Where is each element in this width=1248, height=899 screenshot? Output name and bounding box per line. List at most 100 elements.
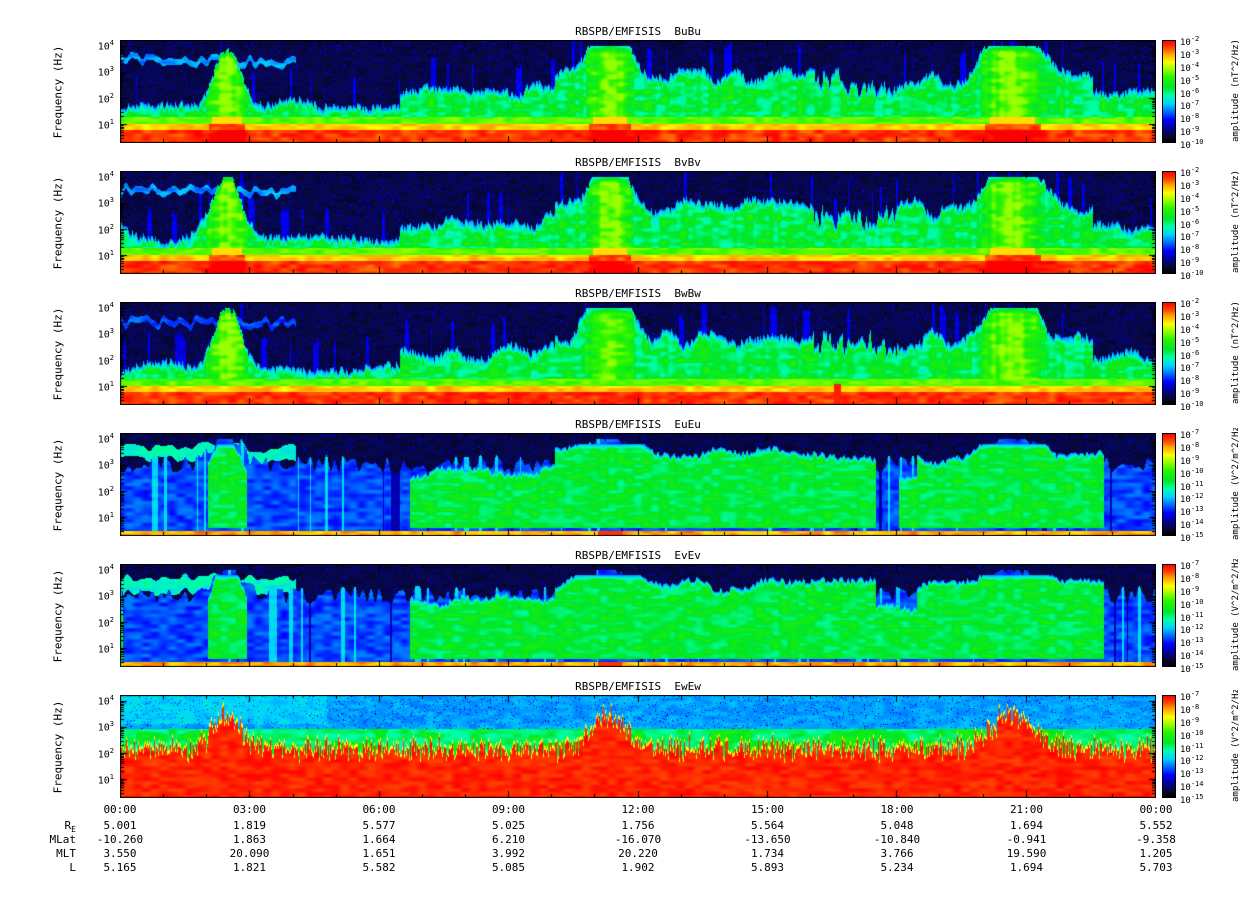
colorbar-tick-label: 10-8 [1180, 702, 1200, 716]
colorbar-tick-label: 10-11 [1180, 610, 1204, 624]
ephemeris-value: 1.863 [232, 833, 267, 846]
colorbar-tick-label: 10-9 [1180, 125, 1200, 139]
time-tick-label: 12:00 [621, 803, 655, 816]
colorbar-tick-label: 10-4 [1180, 60, 1200, 74]
colorbar-label: amplitude (V^2/m^2/Hz) [1231, 428, 1241, 540]
colorbar-tick-label: 10-9 [1180, 387, 1200, 401]
ephemeris-value: 1.756 [621, 819, 655, 832]
ephemeris-value: 3.766 [880, 847, 914, 860]
colorbar-label: amplitude (V^2/m^2/Hz) [1231, 559, 1241, 671]
time-tick-label: 15:00 [750, 803, 785, 816]
ephemeris-value: 1.694 [1009, 861, 1044, 874]
colorbar-tick-label: 10-10 [1180, 269, 1204, 282]
y-tick-label: 102 [97, 91, 114, 106]
y-tick-label: 104 [97, 694, 114, 708]
colorbar-tick-label: 10-10 [1180, 728, 1204, 742]
colorbar-tick-label: 10-14 [1180, 780, 1204, 794]
spectrogram-panel-6: RBSPB/EMFISIS EwEw Frequency (Hz) amplit… [0, 680, 1248, 806]
y-axis-label: Frequency (Hz) [51, 45, 65, 138]
colorbar-tick-label: 10-7 [1180, 690, 1200, 703]
spectrogram-panel-1: RBSPB/EMFISIS BuBu Frequency (Hz) amplit… [0, 25, 1248, 151]
colorbar [1162, 433, 1176, 536]
colorbar-tick-label: 10-3 [1180, 178, 1200, 192]
y-tick-label: 103 [97, 65, 114, 79]
colorbar-tick-label: 10-7 [1180, 428, 1200, 441]
ephemeris-row-label-subscript: E [71, 825, 76, 835]
panel-title: RBSPB/EMFISIS EwEw [575, 680, 701, 693]
ephemeris-value: 5.085 [491, 861, 526, 874]
y-tick-label: 103 [97, 458, 114, 472]
time-tick-label: 00:00 [103, 803, 137, 816]
ephemeris-value: 3.992 [491, 847, 526, 860]
time-tick-label: 03:00 [232, 803, 267, 816]
colorbar-tick-label: 10-9 [1180, 453, 1200, 467]
colorbar [1162, 171, 1176, 274]
colorbar-tick-label: 10-13 [1180, 505, 1204, 519]
ephemeris-value: 20.090 [229, 847, 270, 860]
ephemeris-value: 1.694 [1009, 819, 1044, 832]
panel-title: RBSPB/EMFISIS EvEv [575, 549, 701, 562]
colorbar-tick-label: 10-9 [1180, 256, 1200, 270]
colorbar [1162, 40, 1176, 143]
y-tick-label: 102 [97, 222, 114, 237]
y-axis-label: Frequency (Hz) [51, 438, 65, 531]
colorbar-tick-label: 10-3 [1180, 47, 1200, 61]
colorbar-tick-label: 10-5 [1180, 335, 1200, 349]
panel-title: RBSPB/EMFISIS BwBw [575, 287, 701, 300]
ephemeris-value: -13.650 [744, 833, 791, 846]
colorbar-tick-label: 10-9 [1180, 715, 1200, 729]
colorbar-tick-label: 10-6 [1180, 348, 1200, 362]
y-tick-label: 103 [97, 589, 114, 603]
spectrogram-canvas [120, 40, 1156, 143]
ephemeris-value: 20.220 [618, 847, 658, 860]
spectrogram-canvas [120, 433, 1156, 536]
panel-title: RBSPB/EMFISIS BvBv [575, 156, 701, 169]
y-tick-label: 101 [97, 117, 114, 132]
ephemeris-value: 1.819 [232, 819, 267, 832]
time-tick-label: 21:00 [1009, 803, 1044, 816]
ephemeris-value: 19.590 [1006, 847, 1047, 860]
colorbar-tick-label: 10-8 [1180, 112, 1200, 126]
colorbar-label: amplitude (V^2/m^2/Hz) [1231, 690, 1241, 802]
colorbar-tick-label: 10-8 [1180, 440, 1200, 454]
colorbar-tick-label: 10-13 [1180, 636, 1204, 650]
ephemeris-row-label: RE [0, 819, 76, 834]
spectrogram-canvas [120, 695, 1156, 798]
y-tick-label: 103 [97, 720, 114, 734]
colorbar-label: amplitude (nT^2/Hz) [1231, 170, 1241, 274]
ephemeris-value: 5.893 [750, 861, 785, 874]
colorbar-label: amplitude (nT^2/Hz) [1231, 301, 1241, 405]
y-tick-label: 102 [97, 353, 114, 368]
colorbar-tick-label: 10-2 [1180, 297, 1200, 310]
colorbar-tick-label: 10-10 [1180, 138, 1204, 151]
y-tick-label: 102 [97, 615, 114, 630]
ephemeris-row-label-text: R [64, 819, 72, 832]
spectrogram-panel-5: RBSPB/EMFISIS EvEv Frequency (Hz) amplit… [0, 549, 1248, 675]
spectrogram-panel-4: RBSPB/EMFISIS EuEu Frequency (Hz) amplit… [0, 418, 1248, 544]
ephemeris-value: 5.564 [750, 819, 785, 832]
ephemeris-row-label-text: MLT [56, 847, 76, 860]
colorbar-tick-label: 10-15 [1180, 793, 1204, 806]
panel-title: RBSPB/EMFISIS BuBu [575, 25, 701, 38]
colorbar-tick-label: 10-10 [1180, 400, 1204, 413]
colorbar [1162, 302, 1176, 405]
panel-title: RBSPB/EMFISIS EuEu [575, 418, 701, 431]
colorbar-tick-label: 10-9 [1180, 584, 1200, 598]
colorbar-tick-label: 10-4 [1180, 191, 1200, 205]
y-tick-label: 104 [97, 432, 114, 446]
y-tick-label: 101 [97, 379, 114, 394]
colorbar-tick-label: 10-3 [1180, 309, 1200, 323]
ephemeris-row-label: L [0, 861, 76, 876]
y-tick-label: 102 [97, 746, 114, 761]
ephemeris-row-label: MLat [0, 833, 77, 848]
time-tick-label: 06:00 [362, 803, 396, 816]
colorbar-tick-label: 10-11 [1180, 741, 1204, 755]
y-tick-label: 104 [97, 301, 114, 315]
colorbar-tick-label: 10-13 [1180, 767, 1204, 781]
colorbar-tick-label: 10-7 [1180, 230, 1200, 244]
ephemeris-row-label-text: L [69, 861, 76, 874]
y-axis-label: Frequency (Hz) [51, 700, 65, 793]
y-axis-label: Frequency (Hz) [51, 569, 65, 662]
ephemeris-value: -16.070 [614, 833, 662, 846]
